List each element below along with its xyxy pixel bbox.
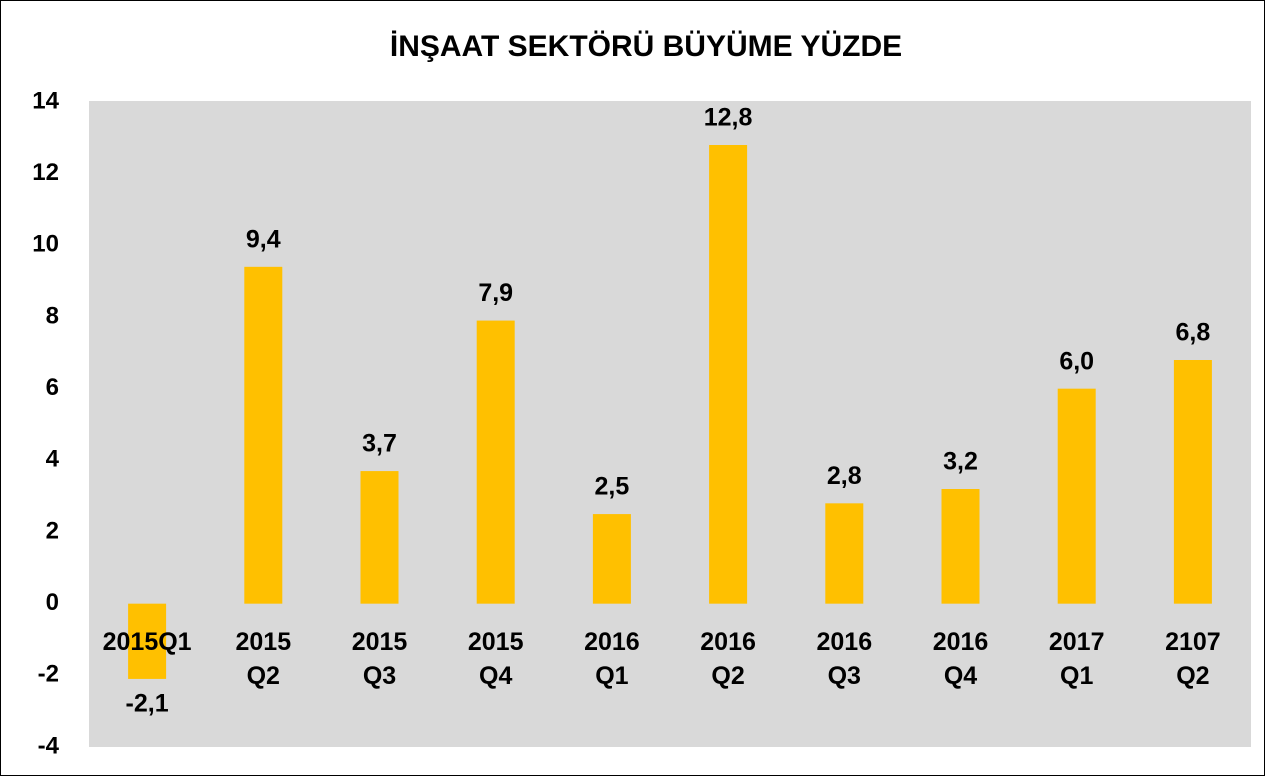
y-tick-label: 12 [32, 159, 59, 186]
x-tick-label: 2016 Q2 [700, 627, 756, 690]
x-tick-label: 2107 Q2 [1165, 627, 1221, 690]
y-tick-label: 8 [46, 302, 59, 329]
bar [1173, 360, 1212, 604]
x-tick-label: 2016 Q1 [584, 627, 640, 690]
x-tick-label: 2015 Q3 [351, 627, 408, 690]
plot-area [89, 101, 1251, 747]
data-label: 12,8 [704, 104, 753, 132]
x-tick-label: 2015Q1 [102, 627, 192, 656]
data-label: 2,5 [595, 473, 630, 501]
chart-title: İNŞAAT SEKTÖRÜ BÜYÜME YÜZDE [390, 30, 902, 63]
data-label: 3,7 [362, 430, 397, 458]
x-tick-label: 2015 Q4 [467, 627, 524, 690]
bar [128, 603, 167, 679]
bar [476, 320, 515, 604]
y-tick-label: 10 [32, 231, 59, 258]
y-tick-label: 14 [32, 87, 59, 114]
x-tick-label: 2015 Q2 [235, 627, 292, 690]
bar [825, 503, 864, 604]
bar [709, 145, 748, 604]
x-tick-label: 2017 Q1 [1048, 627, 1105, 690]
y-tick-label: -4 [38, 732, 60, 759]
bar [360, 471, 399, 604]
bar [941, 489, 980, 604]
bar [592, 514, 631, 604]
x-tick-label: 2016 Q3 [816, 627, 873, 690]
data-label: -2,1 [126, 690, 169, 718]
y-tick-label: 6 [46, 374, 59, 401]
y-tick-label: 0 [46, 589, 59, 616]
data-label: 6,0 [1059, 347, 1094, 375]
bar [1057, 388, 1096, 604]
data-label: 3,2 [943, 448, 978, 476]
data-label: 7,9 [478, 279, 513, 307]
y-tick-label: -2 [38, 661, 59, 688]
y-tick-label: 4 [46, 446, 60, 473]
y-tick-label: 2 [46, 517, 59, 544]
bar [244, 266, 283, 604]
x-tick-label: 2016 Q4 [932, 627, 989, 690]
data-label: 6,8 [1176, 319, 1211, 347]
data-label: 9,4 [246, 225, 281, 253]
data-label: 2,8 [827, 462, 862, 490]
